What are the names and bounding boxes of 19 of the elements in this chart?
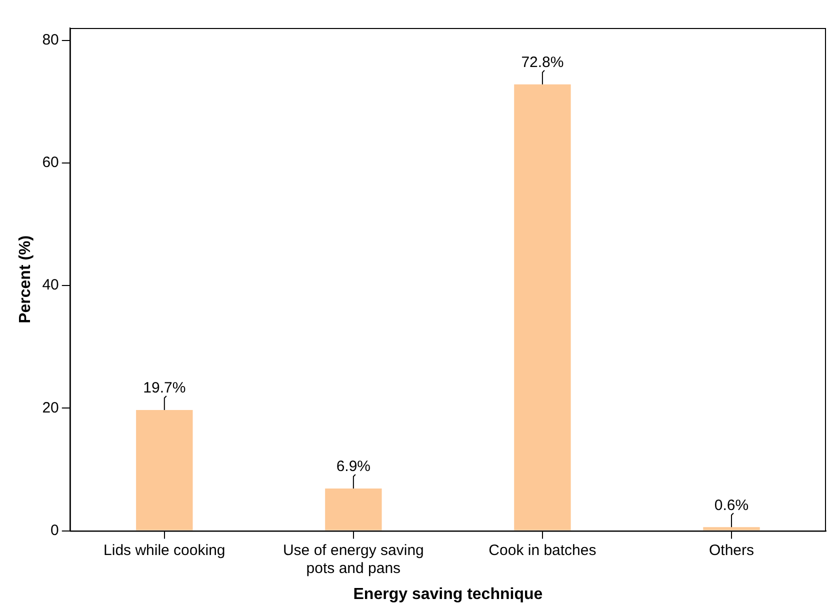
y-tick-label: 60 xyxy=(42,154,59,172)
bar xyxy=(703,527,760,530)
y-tick-label: 20 xyxy=(42,399,59,416)
data-label: 72.8% xyxy=(521,54,564,72)
y-tick-label: 0 xyxy=(50,522,59,539)
data-label: 19.7% xyxy=(143,380,186,397)
y-tick-label: 80 xyxy=(42,31,59,48)
bar xyxy=(136,410,193,530)
data-label: 0.6% xyxy=(714,496,749,514)
data-label: 6.9% xyxy=(336,458,371,476)
bar xyxy=(325,488,382,530)
x-tick-label: Cook in batches xyxy=(488,542,596,559)
y-tick-label: 40 xyxy=(42,276,59,294)
x-tick-label: Others xyxy=(708,542,754,559)
x-tick-label: Use of energy saving pots and pans xyxy=(282,542,424,577)
x-axis-title: Energy saving technique xyxy=(353,586,543,603)
y-axis-title: Percent (%) xyxy=(17,235,34,324)
x-tick-label: Lids while cooking xyxy=(104,542,226,559)
bar xyxy=(514,84,571,530)
